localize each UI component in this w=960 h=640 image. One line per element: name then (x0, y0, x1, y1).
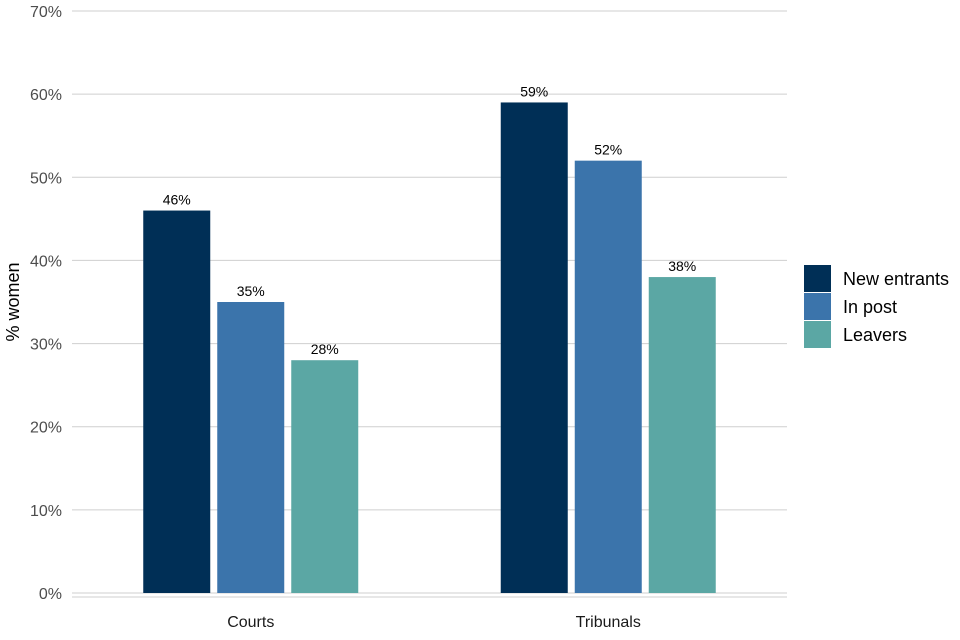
bar-courts-leavers (291, 360, 359, 593)
legend-label: Leavers (843, 325, 907, 345)
bar-tribunals-new-entrants (500, 102, 568, 593)
y-tick-label: 60% (30, 87, 62, 104)
legend-label: New entrants (843, 269, 949, 289)
y-tick-label: 30% (30, 337, 62, 354)
data-label: 52% (594, 142, 622, 158)
y-tick-label: 0% (39, 586, 62, 603)
y-tick-label: 10% (30, 503, 62, 520)
legend-swatch-leavers (804, 321, 831, 348)
y-axis-tick-labels: 0% 10% 20% 30% 40% 50% 60% 70% (30, 4, 62, 603)
legend-swatch-new-entrants (804, 265, 831, 292)
y-axis-title: % women (3, 262, 23, 341)
y-tick-label: 40% (30, 253, 62, 270)
x-category-label: Courts (227, 614, 274, 631)
bar-tribunals-leavers (648, 277, 716, 593)
legend-swatch-in-post (804, 293, 831, 320)
x-axis-category-labels: Courts Tribunals (227, 614, 641, 631)
data-label: 46% (163, 192, 191, 208)
data-label: 38% (668, 258, 696, 274)
bar-tribunals-in-post (574, 160, 642, 593)
legend: New entrants In post Leavers (804, 265, 949, 348)
data-label: 28% (311, 341, 339, 357)
data-label: 59% (520, 83, 548, 99)
bars (143, 102, 716, 594)
bar-courts-in-post (217, 302, 285, 593)
y-tick-label: 20% (30, 420, 62, 437)
x-category-label: Tribunals (576, 614, 641, 631)
data-labels: 46% 35% 28% 59% 52% 38% (163, 83, 697, 357)
y-tick-label: 50% (30, 170, 62, 187)
bar-courts-new-entrants (143, 210, 211, 594)
y-tick-label: 70% (30, 4, 62, 21)
data-label: 35% (237, 283, 265, 299)
legend-label: In post (843, 297, 897, 317)
